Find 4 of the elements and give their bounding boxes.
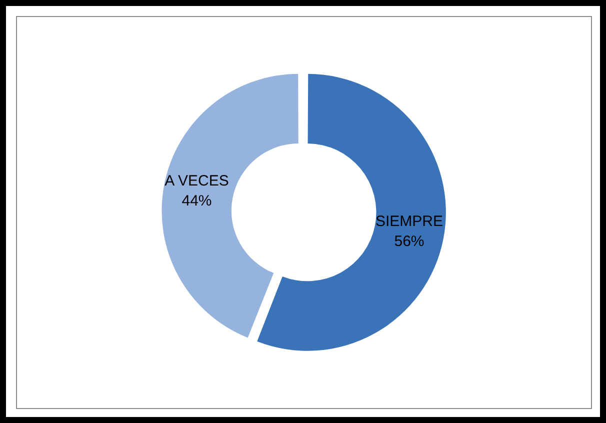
data-label: 56% — [394, 232, 424, 250]
data-label: 44% — [182, 192, 212, 210]
slice-label: A VECES — [164, 172, 229, 190]
slice-label: SIEMPRE — [375, 212, 443, 230]
